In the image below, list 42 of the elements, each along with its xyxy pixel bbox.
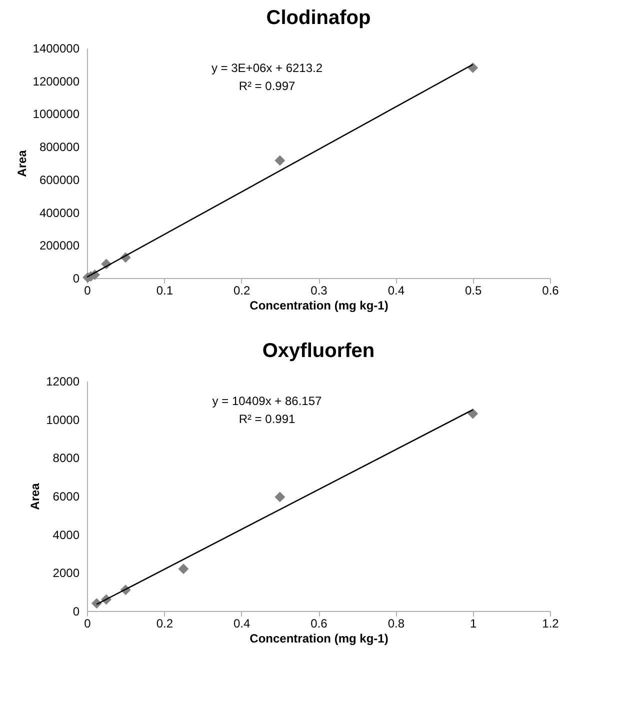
y-tick-label: 800000 [39, 140, 80, 154]
x-tick-label: 0.6 [310, 616, 328, 630]
x-tick-label: 0.6 [542, 284, 560, 298]
x-tick-label: 0 [84, 284, 92, 298]
chart-title: Oxyfluorfen [262, 340, 375, 362]
x-tick-label: 0.8 [388, 616, 405, 630]
y-tick-label: 8000 [52, 451, 80, 466]
x-tick-label: 0.4 [233, 616, 250, 630]
y-tick-label: 600000 [39, 172, 80, 187]
y-tick-label: 6000 [52, 490, 80, 504]
x-tick-label: 1.2 [542, 616, 560, 630]
x-tick-label: 0.4 [388, 284, 405, 298]
y-tick-label: 1000000 [32, 107, 80, 122]
y-axis-title: Area [28, 482, 42, 510]
point [178, 564, 189, 574]
y-tick-label: 1200000 [32, 74, 80, 88]
x-tick-label: 0.1 [156, 284, 174, 298]
y-tick-label: 2000 [52, 566, 80, 580]
y-tick-label: 400000 [39, 206, 80, 220]
y-tick-label: 10000 [46, 412, 80, 427]
y-tick-label: 0 [72, 604, 80, 618]
x-tick-label: 1 [470, 616, 477, 630]
x-tick-label: 0.5 [464, 284, 482, 298]
annotation: R² = 0.991 [238, 412, 296, 426]
x-tick-label: 0.2 [156, 616, 174, 630]
x-tick-label: 0.3 [310, 284, 328, 298]
x-tick-label: 0 [84, 616, 92, 630]
y-tick-label: 1400000 [32, 42, 80, 56]
x-axis-title: Concentration (mg kg-1) [250, 632, 388, 646]
annotation: y = 10409x + 86.157 [212, 394, 322, 408]
annotation: R² = 0.997 [238, 79, 296, 93]
point [274, 155, 286, 166]
chart-title: Clodinafop [266, 7, 371, 29]
x-tick-label: 0.2 [233, 284, 250, 298]
y-tick-label: 4000 [52, 528, 80, 542]
y-tick-label: 12000 [46, 374, 80, 388]
x-axis-title: Concentration (mg kg-1) [250, 298, 388, 312]
point [274, 492, 286, 502]
annotation: y = 3E+06x + 6213.2 [211, 61, 323, 75]
y-axis-title: Area [14, 150, 29, 177]
y-tick-label: 200000 [39, 238, 80, 253]
y-tick-label: 0 [72, 272, 80, 286]
